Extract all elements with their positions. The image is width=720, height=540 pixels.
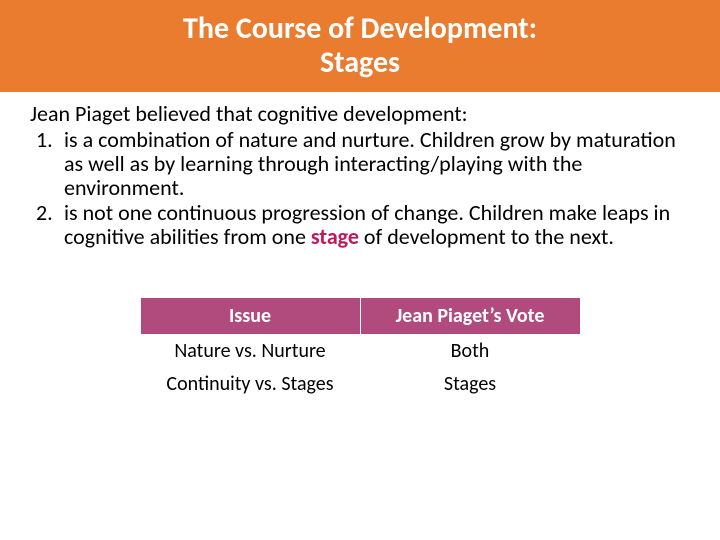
title-line-1: The Course of Development:: [183, 12, 537, 47]
highlight-word: stage: [311, 223, 359, 250]
table-header-row: Issue Jean Piaget’s Vote: [140, 297, 580, 334]
numbered-list: is a combination of nature and nurture. …: [30, 128, 690, 249]
table-header-issue: Issue: [140, 297, 360, 334]
table-wrap: Issue Jean Piaget’s Vote Nature vs. Nurt…: [30, 297, 690, 401]
content-area: Jean Piaget believed that cognitive deve…: [0, 92, 720, 401]
title-line-2: Stages: [320, 46, 400, 81]
list-item: is not one continuous progression of cha…: [36, 201, 690, 249]
table-cell: Both: [360, 334, 580, 367]
table-cell: Continuity vs. Stages: [140, 367, 360, 400]
list-item: is a combination of nature and nurture. …: [36, 128, 690, 199]
table-row: Nature vs. Nurture Both: [140, 334, 580, 367]
issue-table: Issue Jean Piaget’s Vote Nature vs. Nurt…: [140, 297, 581, 401]
title-band: The Course of Development: Stages: [0, 0, 720, 92]
table-cell: Stages: [360, 367, 580, 400]
table-row: Continuity vs. Stages Stages: [140, 367, 580, 400]
intro-text: Jean Piaget believed that cognitive deve…: [30, 102, 690, 126]
list-item-text-after: of development to the next.: [359, 223, 614, 250]
table-header-vote: Jean Piaget’s Vote: [360, 297, 580, 334]
list-item-text: is a combination of nature and nurture. …: [64, 126, 676, 201]
table-cell: Nature vs. Nurture: [140, 334, 360, 367]
